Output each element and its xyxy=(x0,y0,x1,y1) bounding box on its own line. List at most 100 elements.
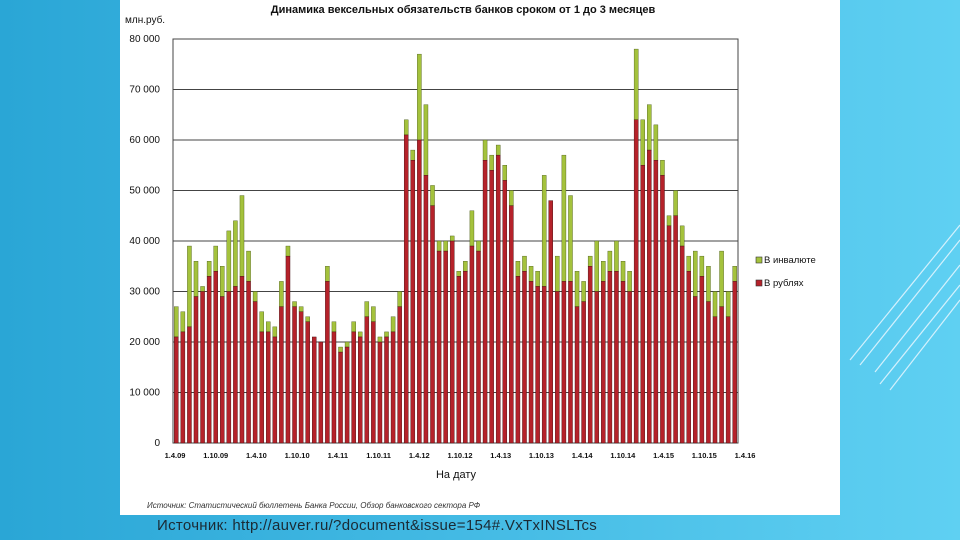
bar-rub xyxy=(647,149,652,444)
bar-rub xyxy=(259,331,264,444)
bar-fx xyxy=(581,281,586,302)
x-tick-label: 1.4.10 xyxy=(246,451,267,460)
bar-fx xyxy=(187,245,192,328)
bar-fx xyxy=(522,255,527,272)
bar-rub xyxy=(364,316,370,444)
grid xyxy=(172,38,739,444)
bar-rub xyxy=(666,225,672,444)
x-tick-label: 1.10.11 xyxy=(366,451,391,460)
bar-rub xyxy=(449,240,455,444)
bar-rub xyxy=(252,301,258,444)
bar-rub xyxy=(561,281,567,444)
bar-fx xyxy=(509,190,514,206)
bar-rub xyxy=(660,175,665,444)
bar-fx xyxy=(351,321,356,333)
bar-fx xyxy=(305,316,310,323)
bar-fx xyxy=(541,175,547,287)
bar-fx xyxy=(647,104,652,151)
bar-rub xyxy=(679,245,685,444)
bar-rub xyxy=(463,271,468,444)
bar-rub xyxy=(509,205,514,444)
bar-fx xyxy=(620,261,626,282)
bar-fx xyxy=(594,240,599,292)
bar-fx xyxy=(206,261,212,277)
bar-fx xyxy=(200,286,205,292)
bar-fx xyxy=(528,266,534,282)
y-tick-label: 0 xyxy=(154,438,160,449)
bar-rub xyxy=(469,245,475,444)
bar-rub xyxy=(594,291,599,444)
legend-label-fx: В инвалюте xyxy=(764,255,816,266)
x-tick-label: 1.10.12 xyxy=(447,451,472,460)
bar-rub xyxy=(246,281,251,444)
bar-fx xyxy=(686,255,691,272)
bar-rub xyxy=(515,276,521,444)
y-tick-label: 50 000 xyxy=(129,186,160,197)
bar-fx xyxy=(456,271,462,277)
plot-frame xyxy=(172,38,739,444)
bar-fx xyxy=(371,306,376,322)
bar-rub xyxy=(653,159,659,444)
bar-rub xyxy=(712,316,718,444)
bar-rub xyxy=(325,281,330,444)
bar-rub xyxy=(338,351,343,444)
slide-caption: Источник: http://auver.ru/?document&issu… xyxy=(157,517,598,534)
bar-fx xyxy=(377,336,383,343)
y-tick-label: 30 000 xyxy=(129,287,160,298)
x-axis-label: На дату xyxy=(436,469,477,481)
bar-fx xyxy=(213,245,218,272)
bar-rub xyxy=(200,291,205,444)
bar-fx xyxy=(246,250,251,282)
bar-rub xyxy=(482,159,488,444)
bar-fx xyxy=(423,104,429,176)
bar-fx xyxy=(666,215,672,227)
bar-fx xyxy=(344,341,350,348)
bar-rub xyxy=(193,296,199,444)
bar-rub xyxy=(292,306,297,444)
legend-label-rub: В рублях xyxy=(764,278,804,289)
bar-fx xyxy=(436,240,442,252)
y-tick-label: 60 000 xyxy=(129,135,160,146)
legend-swatch-fx xyxy=(755,256,763,264)
x-tick-label: 1.4.14 xyxy=(572,451,594,460)
bar-fx xyxy=(239,195,245,277)
bar-rub xyxy=(725,316,731,444)
bar-fx xyxy=(633,48,639,120)
bar-rub xyxy=(377,341,383,444)
bar-fx xyxy=(607,250,613,272)
bar-rub xyxy=(633,119,639,444)
bar-fx xyxy=(233,220,238,287)
bar-rub xyxy=(522,271,527,444)
bar-fx xyxy=(364,301,370,317)
bar-fx xyxy=(410,149,416,161)
bar-fx xyxy=(679,225,685,247)
bar-fx xyxy=(397,291,402,307)
bar-rub xyxy=(456,276,462,444)
bar-rub xyxy=(390,331,396,444)
bar-rub xyxy=(298,311,304,444)
bar-fx xyxy=(555,255,560,292)
bar-rub xyxy=(423,175,429,444)
bar-fx xyxy=(279,281,284,307)
bar-fx xyxy=(193,261,199,297)
bar-fx xyxy=(673,190,678,216)
bar-rub xyxy=(318,341,324,444)
x-tick-label: 1.4.12 xyxy=(409,451,430,460)
bar-rub xyxy=(607,271,613,444)
bar-rub xyxy=(344,346,350,444)
bar-rub xyxy=(555,291,560,444)
bar-rub xyxy=(430,205,435,444)
bar-fx xyxy=(285,245,291,257)
bar-fx xyxy=(272,326,278,338)
bar-fx xyxy=(417,53,422,141)
bar-rub xyxy=(699,276,705,444)
bar-fx xyxy=(325,266,330,282)
bar-rub xyxy=(272,336,278,444)
x-tick-label: 1.10.09 xyxy=(203,451,228,460)
bar-fx xyxy=(574,271,580,307)
bar-rub xyxy=(535,286,540,444)
bar-fx xyxy=(292,301,297,307)
x-tick-label: 1.4.09 xyxy=(165,451,186,460)
bar-fx xyxy=(469,210,475,247)
